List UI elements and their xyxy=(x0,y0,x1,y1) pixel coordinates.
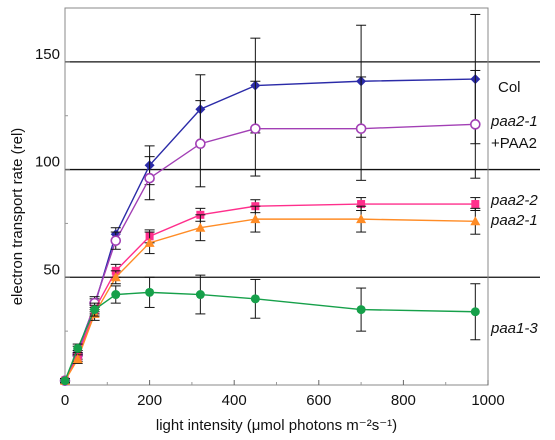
data-point xyxy=(250,123,261,134)
x-tick-label: 800 xyxy=(391,392,416,409)
series-label: paa2-2 xyxy=(490,192,538,209)
series-group xyxy=(59,13,481,386)
data-point xyxy=(110,235,122,246)
data-point xyxy=(250,214,261,224)
data-point xyxy=(470,307,480,317)
data-point xyxy=(195,290,205,300)
series-paa1-3 xyxy=(60,274,481,386)
data-point xyxy=(73,343,83,353)
y-tick-label: 50 xyxy=(43,261,60,278)
data-point xyxy=(356,214,367,224)
data-point xyxy=(144,237,155,247)
series-paa2-1 xyxy=(60,205,481,385)
data-point xyxy=(250,294,260,304)
series-label: +PAA2 xyxy=(491,135,537,152)
data-point xyxy=(72,354,83,364)
series-line xyxy=(64,78,476,381)
series-line xyxy=(64,123,476,381)
x-tick-label: 200 xyxy=(137,392,162,409)
series-label: paa2-1 xyxy=(490,212,538,229)
x-tick-label: 400 xyxy=(222,392,247,409)
x-tick-label: 0 xyxy=(61,392,69,409)
series-label: paa2-1 xyxy=(490,113,538,130)
y-axis-title: electron transport rate (rel) xyxy=(9,128,26,306)
series-paa2-2 xyxy=(60,197,481,385)
series-line xyxy=(64,291,476,381)
y-tick-label: 100 xyxy=(35,154,60,171)
y-tick-label: 150 xyxy=(35,46,60,63)
series-paa2-1-paa2 xyxy=(59,69,481,386)
data-point xyxy=(471,200,480,209)
data-point xyxy=(111,290,121,300)
data-point xyxy=(195,222,206,232)
data-point xyxy=(195,138,206,150)
data-point xyxy=(60,376,70,386)
series-label: paa1-3 xyxy=(490,320,538,337)
data-point xyxy=(355,123,367,134)
axis-ticks: 0 200 400 600 800 1000 50 100 150 xyxy=(35,46,505,409)
data-point xyxy=(470,216,481,226)
x-axis-title: light intensity (μmol photons m⁻²s⁻¹) xyxy=(156,417,397,434)
series-labels: Col paa2-1 +PAA2 paa2-2 paa2-1 paa1-3 xyxy=(490,79,538,337)
x-tick-label: 600 xyxy=(306,392,331,409)
x-tick-label: 1000 xyxy=(471,392,504,409)
data-point xyxy=(90,305,100,315)
reference-lines xyxy=(65,61,540,278)
plot-area xyxy=(64,7,489,386)
data-point xyxy=(144,172,155,184)
data-point xyxy=(356,305,366,315)
series-col xyxy=(60,13,481,386)
data-point xyxy=(145,287,155,297)
series-label: Col xyxy=(498,79,521,96)
series-line xyxy=(64,203,476,382)
data-point xyxy=(357,200,366,209)
data-point xyxy=(470,119,481,130)
data-point xyxy=(110,272,121,282)
